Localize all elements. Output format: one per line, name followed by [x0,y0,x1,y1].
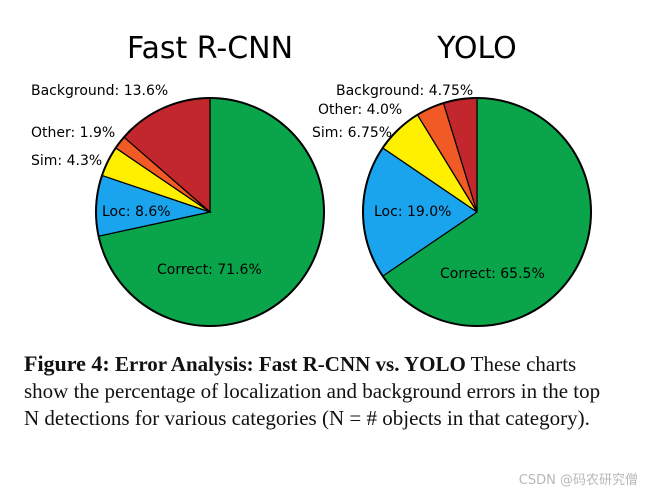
figure-heading: Error Analysis: Fast R-CNN vs. YOLO [115,352,466,376]
slice-label-background: Background: 4.75% [336,83,473,99]
slice-label-background: Background: 13.6% [31,83,168,99]
slice-label-other: Other: 4.0% [318,102,402,118]
chart-title-fast-rcnn: Fast R-CNN [127,31,293,66]
slice-label-sim: Sim: 6.75% [312,125,392,141]
pie-charts: Fast R-CNN YOLO Correct: 71.6% Loc: 8.6% S… [31,31,592,327]
pie-fast-rcnn: Correct: 71.6% Loc: 8.6% Sim: 4.3% Other: 1… [31,83,325,327]
slice-label-correct: Correct: 71.6% [157,262,262,278]
watermark: CSDN @码农研究僧 [518,473,638,488]
figure-caption: Figure 4: Error Analysis: Fast R-CNN vs.… [24,350,609,432]
figure-text: These charts show the percentage of loca… [24,352,601,430]
pie-outline [95,97,325,327]
pie-outline [362,97,592,327]
figure-label: Figure 4: [24,351,110,376]
slice-label-correct: Correct: 65.5% [440,266,545,282]
slice-label-loc: Loc: 19.0% [374,204,451,220]
slice-label-other: Other: 1.9% [31,125,115,141]
pie-yolo: Correct: 65.5% Loc: 19.0% Sim: 6.75% Other:… [312,83,592,327]
slice-label-loc: Loc: 8.6% [102,204,171,220]
slice-label-sim: Sim: 4.3% [31,153,102,169]
chart-title-yolo: YOLO [436,31,517,66]
